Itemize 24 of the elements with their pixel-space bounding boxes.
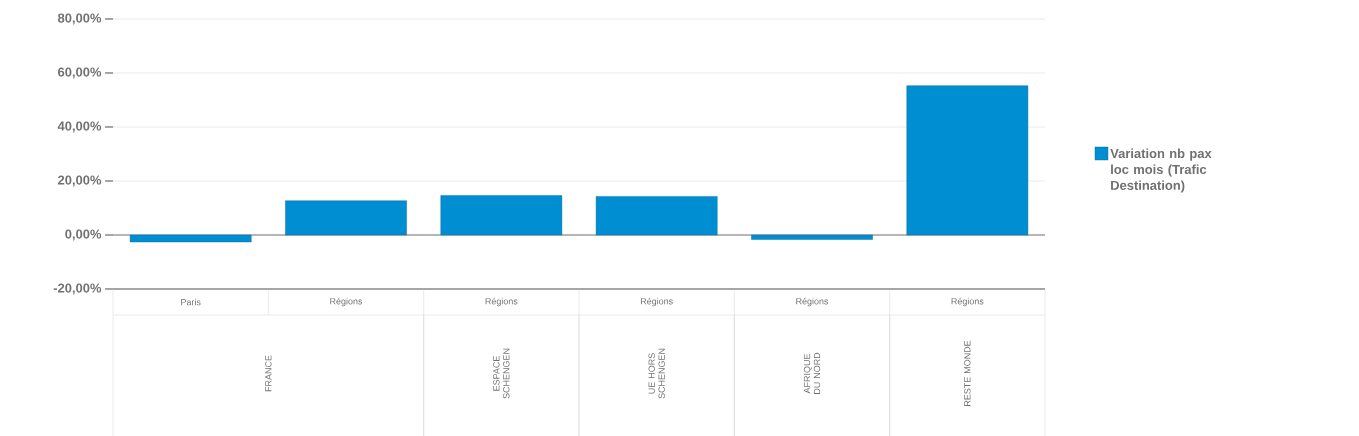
x-tick-label: Paris (181, 298, 201, 306)
text: RESTE MONDE (964, 340, 971, 406)
legend-label: Variation nb pax loc mois (Trafic Destination) (1110, 148, 1212, 193)
x-tick-label: Régions (951, 297, 984, 307)
x-tick-label: Régions (640, 297, 673, 307)
bar (595, 196, 718, 236)
bar (751, 234, 873, 240)
y-tick-label: 0,00% (65, 229, 102, 241)
bar (129, 234, 252, 243)
x-tick-label: Régions (485, 297, 518, 307)
text: FRANCE (265, 355, 272, 392)
y-tick-label: -20,00% (53, 283, 102, 295)
y-tick-label: 60,00% (58, 67, 102, 79)
bar (440, 195, 563, 236)
x-tick-label: Régions (796, 297, 829, 307)
text: UE HORS SCHENGEN (648, 348, 665, 399)
text: AFRIQUE DU NORD (803, 352, 821, 394)
y-tick-label: 40,00% (57, 121, 102, 133)
y-tick-label: 80,00% (57, 13, 102, 25)
text: ESPACE SCHENGEN (493, 348, 510, 399)
bar (906, 85, 1029, 236)
x-tick-label: Régions (330, 297, 363, 307)
y-tick-label: 20,00% (58, 175, 102, 187)
bar (285, 200, 407, 236)
